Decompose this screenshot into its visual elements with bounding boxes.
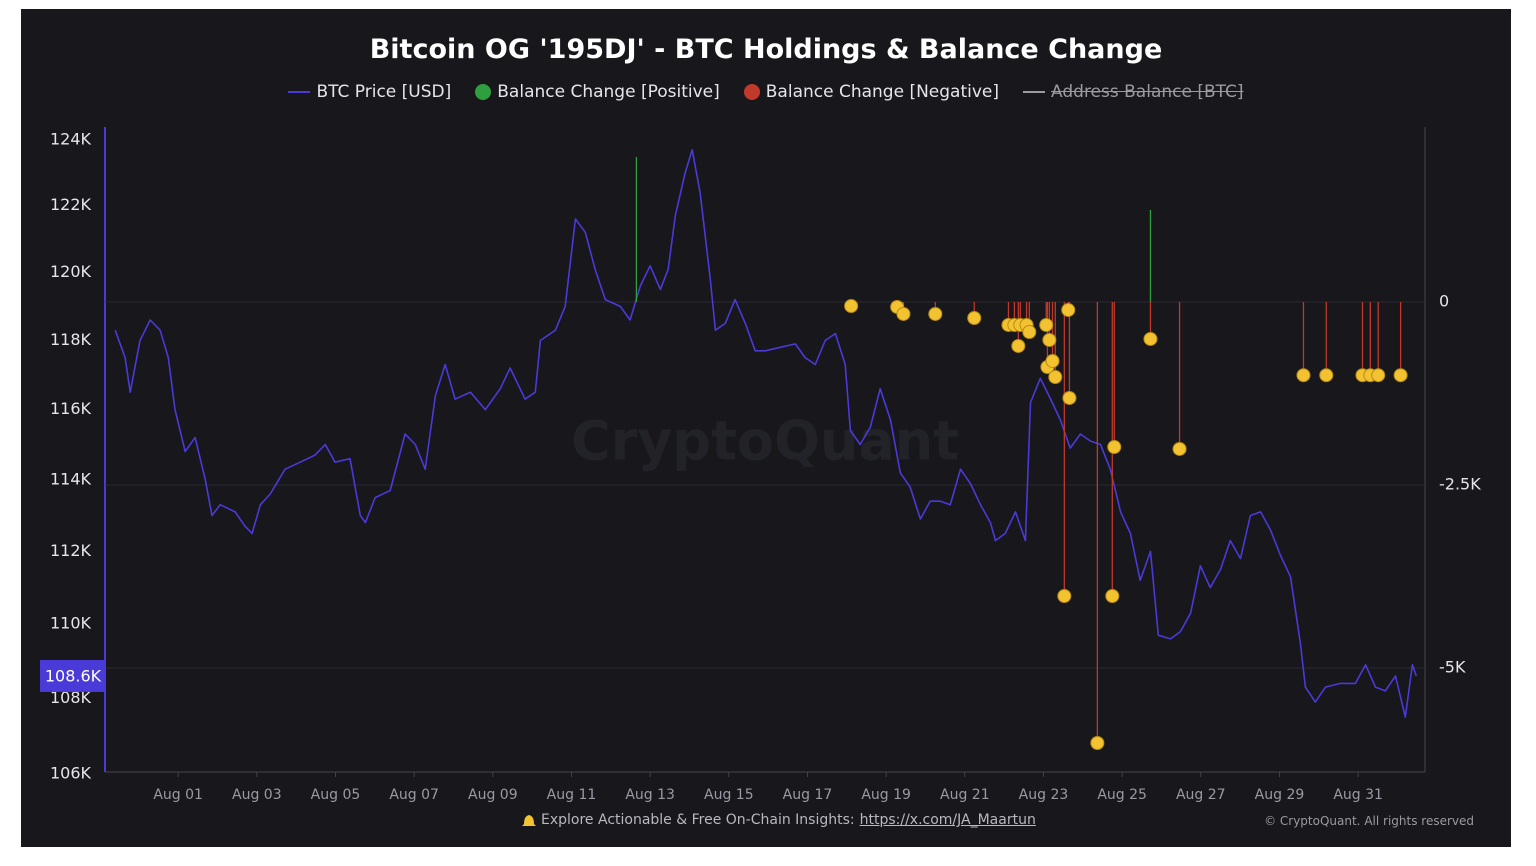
x-tick-label: Aug 25: [1097, 787, 1147, 803]
balance-dot: [1143, 331, 1158, 346]
balance-dot: [928, 306, 943, 321]
x-tick-label: Aug 15: [704, 787, 754, 803]
panel: [21, 9, 1511, 847]
x-tick-label: Aug 19: [861, 787, 911, 803]
legend-item[interactable]: Balance Change [Negative]: [743, 82, 1000, 102]
x-tick-label: Aug 03: [232, 787, 282, 803]
balance-dot: [1371, 368, 1386, 383]
x-tick-label: Aug 01: [153, 787, 203, 803]
x-tick-label: Aug 27: [1176, 787, 1226, 803]
balance-dot: [844, 299, 859, 314]
y-tick-label: 110K: [50, 614, 92, 633]
y-tick-label: 108K: [50, 688, 92, 707]
legend-swatch: [475, 84, 492, 100]
x-tick-label: Aug 05: [311, 787, 361, 803]
balance-dot: [1319, 368, 1334, 383]
balance-dot: [1011, 338, 1026, 353]
x-tick-label: Aug 07: [389, 787, 439, 803]
legend-swatch: [1023, 91, 1046, 93]
balance-dot: [1022, 324, 1037, 339]
balance-dot: [1062, 390, 1077, 405]
x-tick-label: Aug 21: [940, 787, 990, 803]
balance-dot: [1393, 368, 1408, 383]
balance-dot: [1039, 317, 1054, 332]
x-tick-label: Aug 09: [468, 787, 518, 803]
price-line: [114, 149, 1418, 718]
balance-dot: [1042, 332, 1057, 347]
legend: BTC Price [USD] Balance Change [Positive]…: [21, 82, 1511, 102]
y2-tick-label: 0: [1439, 291, 1449, 310]
price-badge: [40, 659, 106, 692]
x-tick-label: Aug 13: [625, 787, 675, 803]
balance-dot: [1172, 441, 1187, 456]
legend-label: Address Balance [BTC]: [1051, 82, 1244, 102]
y2-tick-label: -2.5K: [1439, 475, 1481, 494]
y-tick-label: 112K: [50, 541, 92, 560]
legend-item[interactable]: Balance Change [Positive]: [475, 82, 720, 102]
legend-label: Balance Change [Negative]: [765, 82, 1000, 102]
x-tick-label: Aug 29: [1255, 787, 1305, 803]
watermark: CryptoQuant: [571, 410, 959, 473]
y-tick-label: 124K: [50, 130, 92, 149]
x-tick-label: Aug 17: [783, 787, 833, 803]
balance-dot: [967, 311, 982, 326]
balance-dot: [1107, 440, 1122, 455]
y-tick-label: 118K: [50, 330, 92, 349]
legend-label: BTC Price [USD]: [316, 82, 452, 102]
x-tick-label: Aug 11: [547, 787, 597, 803]
balance-dot: [1296, 368, 1311, 383]
footer-text: Explore Actionable & Free On-Chain Insig…: [541, 812, 855, 828]
footer: Explore Actionable & Free On-Chain Insig…: [520, 812, 1036, 828]
y-tick-label: 114K: [50, 469, 92, 488]
legend-swatch: [288, 91, 311, 93]
y2-tick-label: -5K: [1439, 658, 1466, 677]
price-badge-label: 108.6K: [45, 666, 102, 685]
balance-dot: [1045, 353, 1060, 368]
balance-dot: [1090, 736, 1105, 751]
legend-item[interactable]: BTC Price [USD]: [288, 82, 451, 102]
x-tick-label: Aug 23: [1019, 787, 1069, 803]
y-tick-label: 122K: [50, 195, 92, 214]
footer-link[interactable]: https://x.com/JA_Maartun: [859, 812, 1036, 828]
legend-swatch: [743, 84, 760, 100]
balance-dot: [1061, 302, 1076, 317]
copyright: © CryptoQuant. All rights reserved: [1264, 814, 1474, 828]
x-tick-label: Aug 31: [1333, 787, 1383, 803]
y-tick-label: 116K: [50, 399, 92, 418]
chart-title: Bitcoin OG '195DJ' - BTC Holdings & Bala…: [369, 34, 1163, 65]
y-tick-label: 120K: [50, 262, 92, 281]
balance-dot: [1048, 370, 1063, 385]
y-tick-label: 106K: [50, 763, 92, 782]
balance-dot: [896, 306, 911, 321]
legend-item[interactable]: Address Balance [BTC]: [1023, 82, 1244, 102]
balance-dot: [1105, 588, 1120, 603]
balance-dot: [1057, 588, 1072, 603]
legend-label: Balance Change [Positive]: [497, 82, 720, 102]
bell-icon: [522, 815, 536, 826]
